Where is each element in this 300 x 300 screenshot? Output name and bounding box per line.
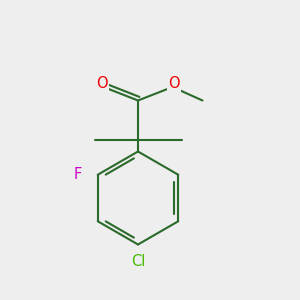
Text: O: O (168, 76, 180, 92)
Text: O: O (96, 76, 108, 92)
Text: Cl: Cl (131, 254, 145, 269)
Text: F: F (74, 167, 82, 182)
